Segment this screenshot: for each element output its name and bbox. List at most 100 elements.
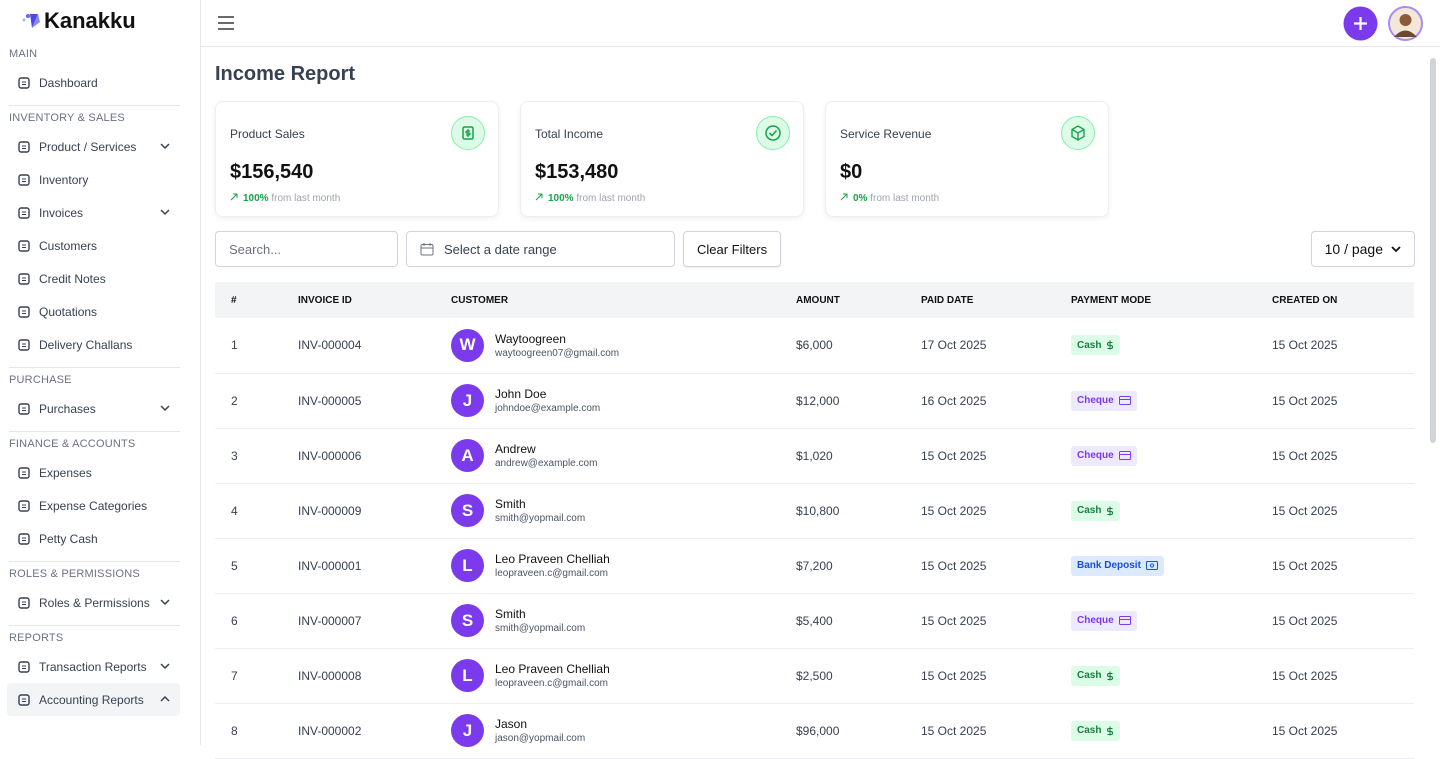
stat-value: $0 (840, 161, 863, 183)
payment-mode: Cash (1077, 725, 1102, 736)
customer-cell: S Smith smith@yopmail.com (451, 483, 796, 539)
table-row: 5 INV-000001 L Leo Praveen Chelliah leoprave… (215, 538, 1414, 594)
nav-item-label: Expense Categories (39, 498, 148, 513)
nav-item[interactable]: Expense Categories (7, 489, 180, 522)
customer: W Waytoogreen waytoogreen07@gmail.com (451, 328, 796, 362)
stat-label: Service Revenue (840, 127, 932, 141)
stat-change-value: 0% (853, 193, 868, 204)
nav-item[interactable]: Purchases (7, 392, 180, 425)
stat-icon (451, 116, 485, 150)
row-number: 4 (215, 483, 298, 539)
stat-value: $156,540 (230, 161, 314, 183)
invoice-id: INV-000009 (298, 483, 451, 539)
nav-item-label: Dashboard (39, 75, 98, 90)
customer-avatar: L (451, 549, 484, 582)
page-size-select[interactable]: 10 / page (1310, 231, 1415, 267)
nav-item-label: Credit Notes (39, 271, 106, 286)
stat-label: Total Income (535, 127, 604, 141)
search-input[interactable]: Search... (215, 231, 398, 267)
nav-icon (18, 239, 30, 252)
payment-mode: Cash (1077, 339, 1102, 351)
customer-cell: J Jason jason@yopmail.com (451, 703, 796, 759)
customer: S Smith smith@yopmail.com (451, 494, 796, 527)
customer-avatar: W (451, 328, 484, 362)
customer-name: Leo Praveen Chelliah (495, 662, 610, 676)
filters: Search... Select a date range Clear Filt… (215, 231, 1415, 267)
badge-icon (1107, 506, 1114, 515)
created-on: 15 Oct 2025 (1272, 703, 1414, 759)
customer-name: Leo Praveen Chelliah (495, 552, 610, 566)
nav-item[interactable]: Transaction Reports (7, 650, 180, 683)
menu-toggle[interactable] (217, 15, 235, 31)
nav-item[interactable]: Invoices (7, 196, 180, 229)
customer-info: Smith smith@yopmail.com (495, 607, 585, 634)
nav-item[interactable]: Inventory (7, 163, 180, 196)
customer-cell: J John Doe johndoe@example.com (451, 373, 796, 429)
stat-cards: Product Sales $156,540 100% from last mont… (215, 101, 1415, 217)
date-range-input[interactable]: Select a date range (406, 231, 675, 267)
nav-icon (18, 532, 30, 545)
nav-icon (18, 499, 30, 512)
nav-item-label: Delivery Challans (39, 337, 133, 352)
nav-item[interactable]: Customers (7, 229, 180, 262)
nav-item[interactable]: Petty Cash (7, 522, 180, 555)
nav-item-label: Inventory (39, 172, 89, 187)
date-range-placeholder: Select a date range (444, 241, 557, 257)
nav-item-label: Invoices (39, 205, 84, 220)
nav-section: FINANCE & ACCOUNTS Expenses Expense Catego… (9, 432, 180, 562)
table-row: 3 INV-000006 A Andrew andrew@example.com $1,0… (215, 428, 1414, 484)
customer-email: leopraveen.c@gmail.com (495, 568, 608, 579)
nav-item[interactable]: Quotations (7, 295, 180, 328)
stat-change-note: from last month (576, 193, 646, 204)
customer-avatar: J (451, 384, 484, 417)
column-header: CREATED ON (1272, 282, 1414, 318)
avatar[interactable] (1388, 6, 1423, 41)
clear-filters-button[interactable]: Clear Filters (683, 231, 782, 267)
scrollbar[interactable] (1430, 58, 1436, 443)
add-button[interactable] (1343, 6, 1378, 41)
column-header: INVOICE ID (298, 282, 451, 318)
badge-icon (1118, 451, 1131, 460)
table-row: 6 INV-000007 S Smith smith@yopmail.com $5,400… (215, 593, 1414, 649)
nav-item[interactable]: Accounting Reports (7, 683, 180, 716)
stat-change-value: 100% (548, 193, 574, 204)
amount: $2,500 (796, 648, 921, 704)
nav-icon (18, 206, 30, 219)
customer-name: Smith (495, 607, 526, 621)
nav-item[interactable]: Dashboard (7, 66, 180, 99)
customer: L Leo Praveen Chelliah leopraveen.c@gmail.… (451, 549, 796, 582)
nav-item[interactable]: Roles & Permissions (7, 586, 180, 619)
table-row: 8 INV-000002 J Jason jason@yopmail.com $96,00… (215, 703, 1414, 759)
created-on: 15 Oct 2025 (1272, 318, 1414, 374)
chevron (160, 599, 170, 606)
customer-cell: A Andrew andrew@example.com (451, 428, 796, 484)
paid-date: 15 Oct 2025 (921, 538, 1071, 594)
payment-mode-cell: Bank Deposit (1071, 538, 1272, 594)
payment-mode-cell: Cash (1071, 703, 1272, 759)
table-body: 1 INV-000004 W Waytoogreen waytoogreen07@gma… (215, 318, 1414, 759)
customer-cell: S Smith smith@yopmail.com (451, 593, 796, 649)
customer-name: John Doe (495, 387, 547, 401)
stat-change: 100% from last month (535, 193, 789, 204)
column-header: AMOUNT (796, 282, 921, 318)
invoice-id: INV-000004 (298, 318, 451, 374)
invoice-id: INV-000007 (298, 593, 451, 649)
customer-email: johndoe@example.com (495, 403, 601, 414)
trend-arrow (230, 193, 238, 201)
table-row: 2 INV-000005 J John Doe johndoe@example.com $… (215, 373, 1414, 429)
nav-item-label: Purchases (39, 401, 96, 416)
stat-value: $153,480 (535, 161, 619, 183)
customer-name: Waytoogreen (495, 331, 566, 346)
nav-item[interactable]: Expenses (7, 456, 180, 489)
paid-date: 15 Oct 2025 (921, 648, 1071, 704)
nav-item[interactable]: Product / Services (7, 130, 180, 163)
customer: J Jason jason@yopmail.com (451, 714, 796, 747)
customer-name: Smith (495, 497, 526, 511)
stat-icon-glyph (765, 125, 781, 141)
nav-item[interactable]: Delivery Challans (7, 328, 180, 361)
nav-item[interactable]: Credit Notes (7, 262, 180, 295)
nav-icon (18, 272, 30, 285)
nav-section-title: ROLES & PERMISSIONS (9, 568, 140, 580)
payment-mode: Cash (1077, 670, 1102, 681)
